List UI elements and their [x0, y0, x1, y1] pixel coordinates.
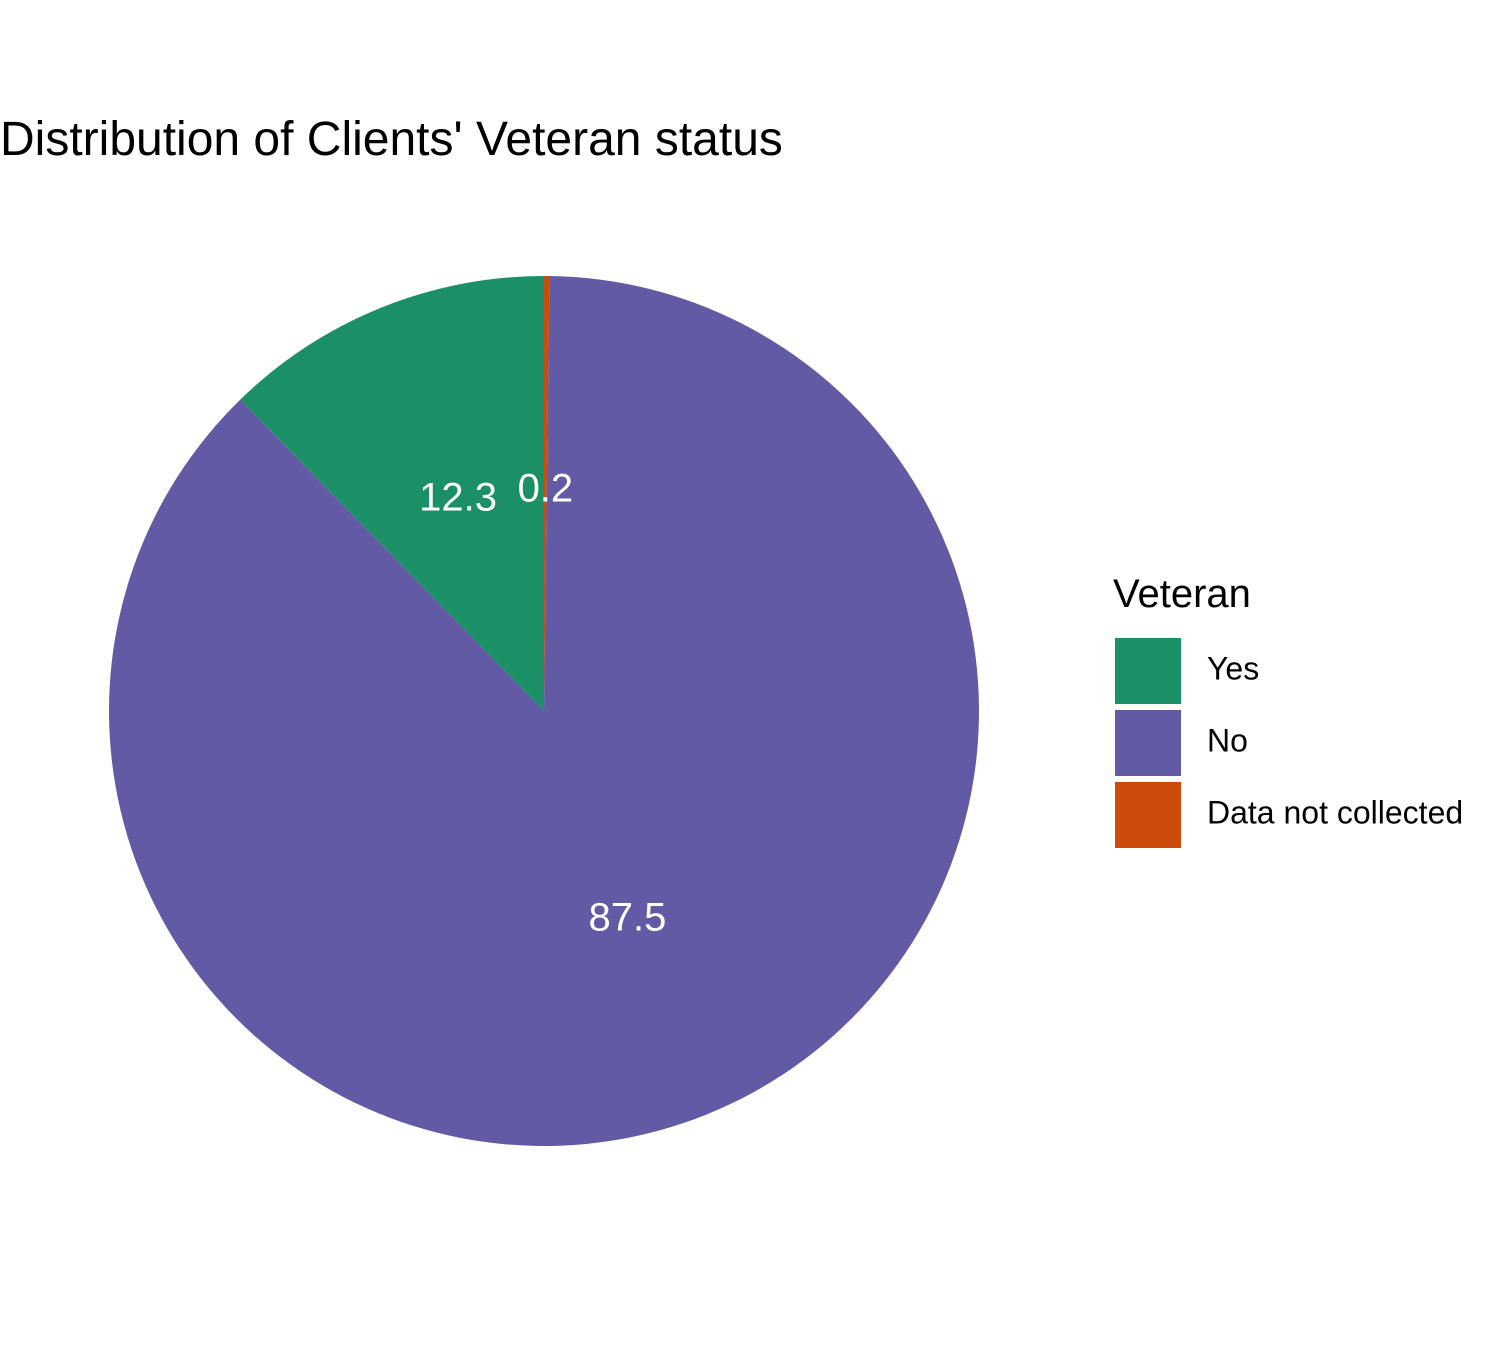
legend-label-data-not-collected: Data not collected	[1207, 794, 1463, 830]
slice-label-yes: 12.3	[419, 475, 497, 519]
legend-label-no: No	[1207, 722, 1248, 758]
legend-label-yes: Yes	[1207, 650, 1259, 686]
legend: Veteran Yes No Data not collected	[1113, 572, 1463, 848]
pie-slice-data-not-collected	[544, 276, 550, 711]
pie-slice-no	[108, 276, 980, 1147]
legend-swatch-no	[1115, 710, 1181, 776]
pie-slice-yes	[240, 276, 545, 711]
slice-label-no: 87.5	[589, 896, 667, 940]
legend-items: Yes No Data not collected	[1115, 638, 1463, 848]
legend-item-no: No	[1115, 710, 1248, 776]
pie-slice-labels: 0.2 87.5 12.3	[419, 467, 666, 940]
legend-swatch-data-not-collected	[1115, 782, 1181, 848]
legend-item-data-not-collected: Data not collected	[1115, 782, 1463, 848]
legend-title: Veteran	[1113, 572, 1251, 616]
slice-label-data-not-collected: 0.2	[518, 467, 574, 511]
legend-swatch-yes	[1115, 638, 1181, 704]
legend-item-yes: Yes	[1115, 638, 1259, 704]
pie-slices	[108, 276, 980, 1147]
chart-title: Distribution of Clients' Veteran status	[0, 113, 783, 166]
